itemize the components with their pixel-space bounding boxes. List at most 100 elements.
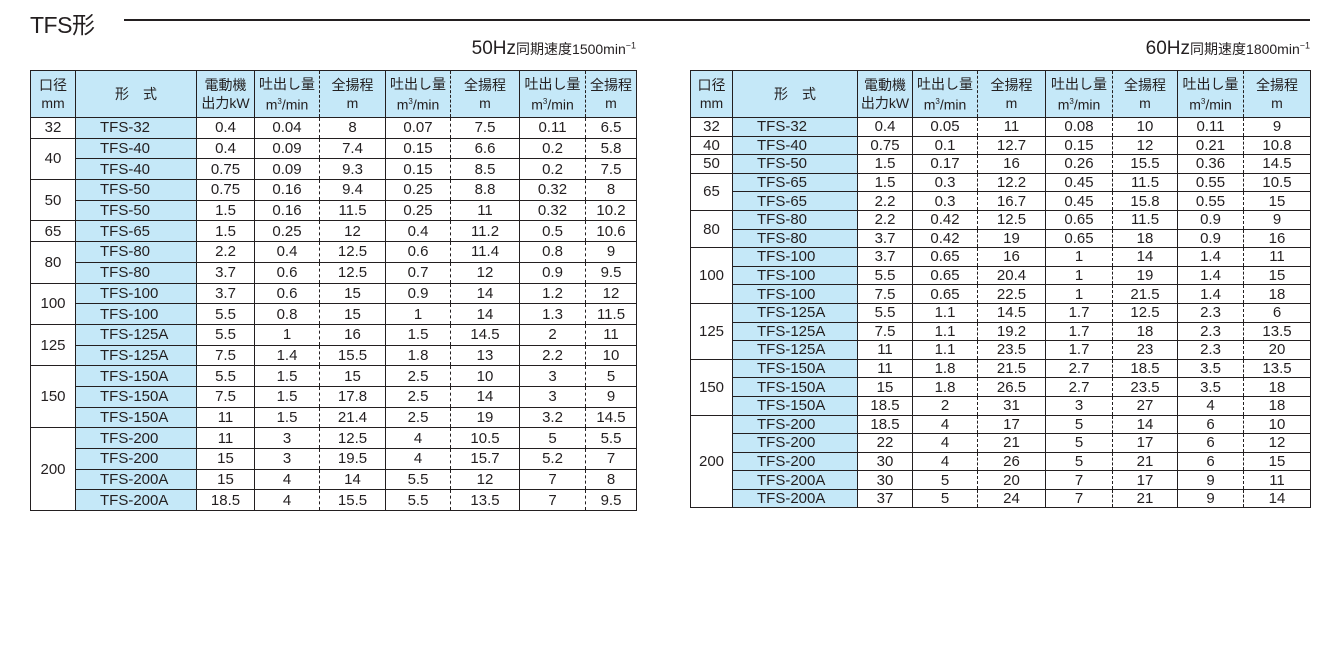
motor-kw-cell: 5.5 [196, 303, 255, 325]
flow-cell: 5.5 [385, 468, 451, 491]
bore-cell: 100 [690, 247, 733, 304]
flow-cell: 0.42 [912, 209, 978, 230]
head-cell: 19.2 [977, 321, 1046, 342]
header-motor: 電動機 出力kW [196, 70, 255, 118]
header-motor: 電動機 出力kW [857, 70, 913, 118]
motor-kw-cell: 0.4 [196, 117, 255, 139]
head-cell: 21 [977, 433, 1046, 453]
table-row: TFS-150A 15 1.8 26.5 2.7 23.5 3.5 18 [691, 377, 1311, 397]
head-cell: 11.5 [319, 199, 386, 222]
flow-cell: 1.1 [912, 340, 978, 360]
flow-cell: 4 [385, 427, 451, 449]
head-cell: 19 [977, 228, 1046, 249]
title-rule [124, 19, 1310, 21]
header-flow: 吐出し量 m3/min [912, 70, 978, 118]
motor-kw-cell: 1.5 [857, 172, 913, 193]
table-row: 150 TFS-150A 5.5 1.5 15 2.5 10 3 5 [30, 365, 637, 429]
flow-cell: 1.4 [1177, 265, 1244, 286]
header-row: 口径 mm 形 式電動機 出力kW 吐出し量 m3/min 全揚程 m 吐出し量 m3/min 全揚… [30, 70, 637, 118]
motor-kw-cell: 37 [857, 488, 913, 509]
head-cell: 12 [450, 468, 520, 491]
spec-table-50hz: 口径 mm 形 式電動機 出力kW 吐出し量 m3/min 全揚程 m 吐出し量 m3/min 全揚… [30, 70, 637, 512]
model-cell: TFS-100 [732, 284, 858, 304]
motor-kw-cell: 18.5 [857, 395, 913, 416]
head-cell: 11.5 [1112, 209, 1178, 230]
table-row: 100 TFS-100 3.7 0.65 16 1 14 1.4 11 [690, 247, 1311, 304]
head-cell: 16 [319, 323, 386, 346]
head-cell: 18.5 [1112, 358, 1178, 379]
bore-cell: 50 [690, 154, 733, 174]
head-cell: 17 [1112, 433, 1178, 453]
head-cell: 23.5 [1112, 377, 1178, 397]
bore-cell: 40 [30, 137, 76, 181]
flow-cell: 2.2 [519, 344, 586, 367]
head-cell: 18 [1112, 321, 1178, 342]
model-cell: TFS-32 [732, 117, 858, 137]
head-cell: 15.5 [319, 489, 386, 512]
table-row: 200 TFS-200 18.5 4 17 5 14 6 10 [690, 414, 1311, 509]
head-cell: 17 [977, 414, 1046, 435]
head-cell: 19 [450, 406, 520, 429]
head-cell: 9.5 [585, 489, 637, 512]
caption-50hz: 50Hz同期速度1500min−1 [472, 38, 636, 60]
flow-cell: 0.21 [1177, 135, 1244, 156]
bore-cell: 200 [30, 427, 76, 512]
header-model: 形 式 [75, 70, 197, 118]
head-cell: 7.4 [319, 137, 386, 160]
head-cell: 26.5 [977, 377, 1046, 397]
head-cell: 15.7 [450, 448, 520, 470]
flow-cell: 0.26 [1045, 154, 1113, 174]
head-cell: 10.5 [1243, 172, 1311, 193]
model-cell: TFS-150A [75, 365, 197, 387]
head-cell: 21.5 [1112, 284, 1178, 304]
motor-kw-cell: 1.5 [196, 199, 255, 222]
table-row: 40 TFS-40 0.75 0.1 12.7 0.15 12 0.21 10.8 [690, 135, 1311, 156]
flow-cell: 0.9 [1177, 228, 1244, 249]
flow-cell: 0.25 [254, 220, 320, 243]
head-cell: 8.8 [450, 179, 520, 201]
flow-cell: 7 [519, 468, 586, 491]
flow-cell: 0.17 [912, 154, 978, 174]
flow-cell: 0.9 [519, 261, 586, 284]
bore-cell: 150 [690, 358, 733, 416]
head-cell: 17 [1112, 470, 1178, 490]
flow-cell: 4 [254, 489, 320, 512]
flow-cell: 0.2 [519, 158, 586, 181]
flow-cell: 2 [912, 395, 978, 416]
flow-cell: 0.45 [1045, 191, 1113, 211]
head-cell: 12.5 [319, 427, 386, 449]
flow-cell: 2.7 [1045, 358, 1113, 379]
bore-cell: 50 [30, 179, 76, 222]
head-cell: 10.8 [1243, 135, 1311, 156]
head-cell: 10.6 [585, 220, 637, 243]
model-cell: TFS-200 [732, 414, 858, 435]
flow-cell: 1.4 [254, 344, 320, 367]
speed-label: 同期速度1500min [516, 41, 626, 57]
flow-cell: 0.07 [385, 117, 451, 139]
model-cell: TFS-200 [75, 427, 197, 449]
flow-cell: 7 [1045, 470, 1113, 490]
flow-cell: 1 [1045, 284, 1113, 304]
flow-cell: 0.36 [1177, 154, 1244, 174]
head-cell: 10 [585, 344, 637, 367]
model-cell: TFS-100 [75, 282, 197, 305]
motor-kw-cell: 2.2 [196, 241, 255, 263]
motor-kw-cell: 5.5 [196, 365, 255, 387]
table-row: TFS-80 3.7 0.42 19 0.65 18 0.9 16 [691, 228, 1311, 249]
flow-cell: 1.5 [254, 406, 320, 429]
head-cell: 12.5 [319, 261, 386, 284]
flow-cell: 3.2 [519, 406, 586, 429]
motor-kw-cell: 5.5 [857, 265, 913, 286]
model-cell: TFS-200A [732, 470, 858, 490]
flow-cell: 0.65 [1045, 209, 1113, 230]
head-cell: 5.5 [585, 427, 637, 449]
motor-kw-cell: 7.5 [196, 385, 255, 408]
flow-cell: 3 [519, 385, 586, 408]
head-cell: 17.8 [319, 385, 386, 408]
flow-cell: 1.4 [1177, 247, 1244, 267]
head-cell: 9 [1243, 209, 1311, 230]
head-cell: 10.2 [585, 199, 637, 222]
head-cell: 9.4 [319, 179, 386, 201]
flow-cell: 1.8 [912, 377, 978, 397]
flow-cell: 7 [519, 489, 586, 512]
